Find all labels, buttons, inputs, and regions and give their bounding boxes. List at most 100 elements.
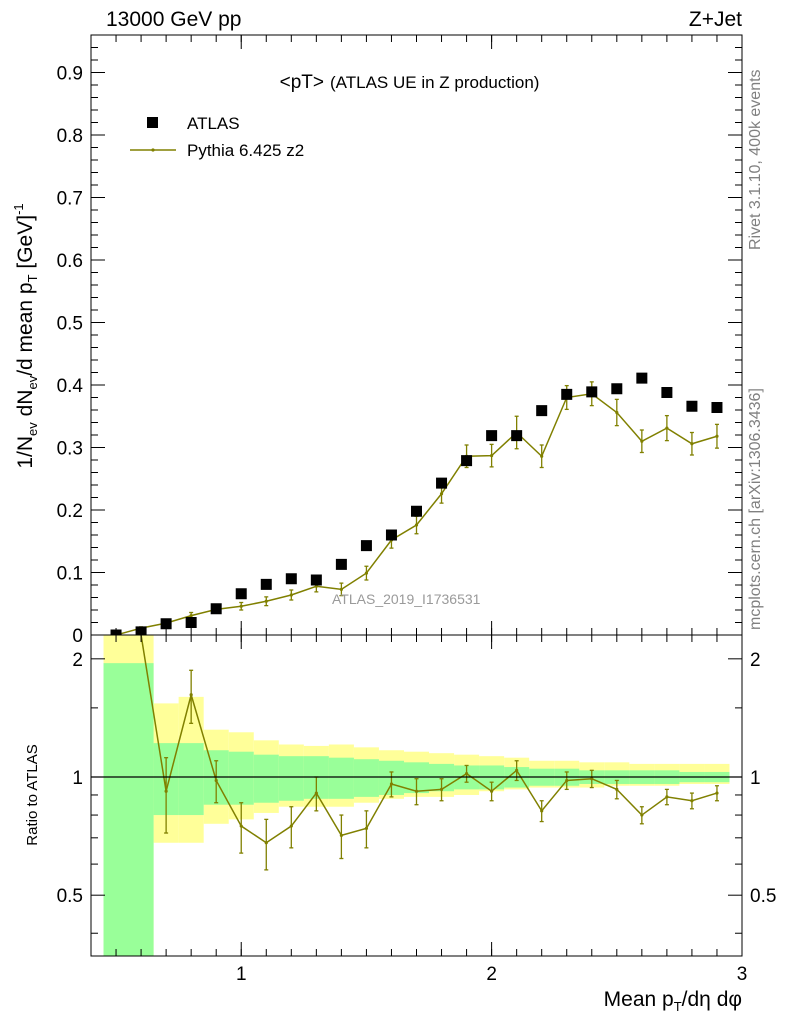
- main-ylabel: 1/Nev dNev/d mean pT [GeV]-1: [11, 203, 40, 468]
- ratio-pythia-point: [389, 782, 394, 786]
- ratio-pythia-point: [615, 787, 619, 791]
- ratio-ytick-label: 0.5: [57, 886, 83, 907]
- pythia-point: [364, 571, 369, 575]
- atlas-point: [436, 477, 448, 489]
- main-ytick-label: 0.6: [57, 251, 83, 272]
- ratio-xtick-label: 1: [236, 964, 247, 985]
- plot-title-sub: (ATLAS UE in Z production): [330, 73, 539, 92]
- atlas-point: [661, 387, 673, 398]
- ratio-xtick-label: 3: [737, 964, 748, 985]
- atlas-point: [511, 430, 523, 442]
- atlas-point: [586, 386, 598, 398]
- ratio-pythia-point: [289, 824, 293, 828]
- ratio-pythia-point: [464, 772, 469, 776]
- atlas-point: [611, 383, 623, 395]
- atlas-point: [461, 455, 473, 467]
- ratio-ytick-label: 1: [72, 768, 83, 789]
- ratio-pythia-point: [690, 799, 694, 803]
- ratio-pythia-point: [565, 778, 569, 783]
- main-ytick-label: 0.7: [57, 189, 83, 210]
- ratio-ytick-label-right: 1: [750, 768, 761, 789]
- atlas-point: [385, 529, 397, 541]
- ratio-stat-band: [278, 756, 304, 801]
- ratio-panel: 0.5 0.5 1 1 2 2 1 2 3 Ratio to ATLAS Mean pT/dη …: [24, 634, 776, 1014]
- pythia-point: [715, 434, 719, 438]
- ratio-stat-band: [178, 743, 204, 816]
- legend-pythia-label: Pythia 6.425 z2: [187, 141, 304, 160]
- pythia-point: [540, 454, 544, 458]
- atlas-point: [260, 578, 272, 590]
- ratio-pythia-point: [314, 791, 318, 795]
- main-ytick-label: 0: [72, 626, 83, 647]
- main-ytick-label: 0.3: [57, 439, 83, 460]
- ratio-pythia-point: [214, 778, 218, 783]
- ratio-pythia-point: [640, 813, 644, 817]
- ratio-stat-band: [353, 759, 379, 797]
- header-collision-label: 13000 GeV pp: [106, 8, 241, 31]
- atlas-point: [536, 405, 548, 417]
- atlas-point: [486, 430, 498, 442]
- ratio-pythia-line: [140, 634, 718, 844]
- pythia-point: [615, 410, 619, 415]
- atlas-point: [561, 388, 573, 400]
- ratio-stat-band: [253, 754, 279, 803]
- ratio-ytick-label-right: 2: [750, 650, 761, 671]
- atlas-point: [310, 574, 322, 586]
- ratio-stat-band: [328, 757, 354, 799]
- atlas-point: [711, 402, 723, 413]
- pythia-point: [439, 492, 444, 496]
- legend-atlas-label: ATLAS: [187, 114, 240, 133]
- legend: ATLAS Pythia 6.425 z2: [130, 114, 304, 160]
- pythia-point: [189, 614, 193, 618]
- atlas-point: [185, 617, 197, 628]
- atlas-point: [360, 540, 372, 552]
- pythia-point: [490, 454, 494, 458]
- main-ytick-label: 0.8: [57, 126, 83, 147]
- ratio-pythia-point: [540, 809, 544, 813]
- ratio-pythia-point: [164, 789, 168, 793]
- ratio-xlabel: Mean pT/dη dφ: [604, 988, 742, 1014]
- legend-atlas-marker: [147, 117, 158, 128]
- ratio-pythia-point: [239, 824, 243, 828]
- main-ytick-label: 0.4: [57, 376, 84, 397]
- main-ytick-label: 0.2: [57, 501, 83, 522]
- ratio-pythia-point: [414, 789, 419, 793]
- atlas-point: [411, 505, 422, 517]
- atlas-point: [160, 618, 172, 630]
- ratio-ylabel: Ratio to ATLAS: [24, 744, 41, 845]
- main-panel: 0 0.1 0.2 0.3 0.4 0.5 0.6 0.7 0.8 0.9 <pT> (ATLAS…: [11, 34, 743, 647]
- main-ytick-label: 0.1: [57, 564, 83, 585]
- pythia-point: [414, 523, 419, 527]
- atlas-point: [636, 372, 648, 384]
- ratio-pythia-point: [590, 777, 594, 781]
- ratio-pythia-point: [364, 826, 369, 830]
- atlas-point: [235, 588, 247, 600]
- pythia-point: [289, 593, 293, 597]
- atlas-point: [686, 400, 698, 412]
- ratio-pythia-point: [715, 791, 719, 795]
- pythia-point: [640, 439, 644, 443]
- pythia-point: [239, 604, 243, 608]
- svg-text:1/Nev dNev/d mean pT [GeV]-1: 1/Nev dNev/d mean pT [GeV]-1: [11, 203, 40, 468]
- pythia-point: [339, 587, 343, 591]
- pythia-point: [665, 426, 669, 430]
- header-process-label: Z+Jet: [689, 8, 742, 31]
- ratio-pythia-point: [264, 841, 268, 845]
- ratio-stat-band: [103, 663, 154, 956]
- ratio-pythia-point: [515, 768, 519, 772]
- ratio-pythia-point: [189, 693, 193, 697]
- rivet-version-label: Rivet 3.1.10, 400k events: [747, 69, 764, 250]
- ratio-pythia-point: [439, 787, 444, 791]
- ratio-ytick-label-right: 0.5: [750, 886, 776, 907]
- ratio-pythia-point: [490, 789, 494, 793]
- ratio-xtick-label: 2: [486, 964, 497, 985]
- atlas-point: [285, 573, 297, 585]
- atlas-point: [335, 558, 347, 570]
- legend-pythia-marker: [151, 148, 155, 152]
- svg-text:Mean pT/dη dφ: Mean pT/dη dφ: [604, 988, 742, 1014]
- ratio-stat-band: [228, 751, 254, 805]
- mcplots-label: mcplots.cern.ch [arXiv:1306.3436]: [747, 388, 764, 630]
- pythia-point: [264, 599, 268, 603]
- main-ytick-label: 0.5: [57, 314, 83, 335]
